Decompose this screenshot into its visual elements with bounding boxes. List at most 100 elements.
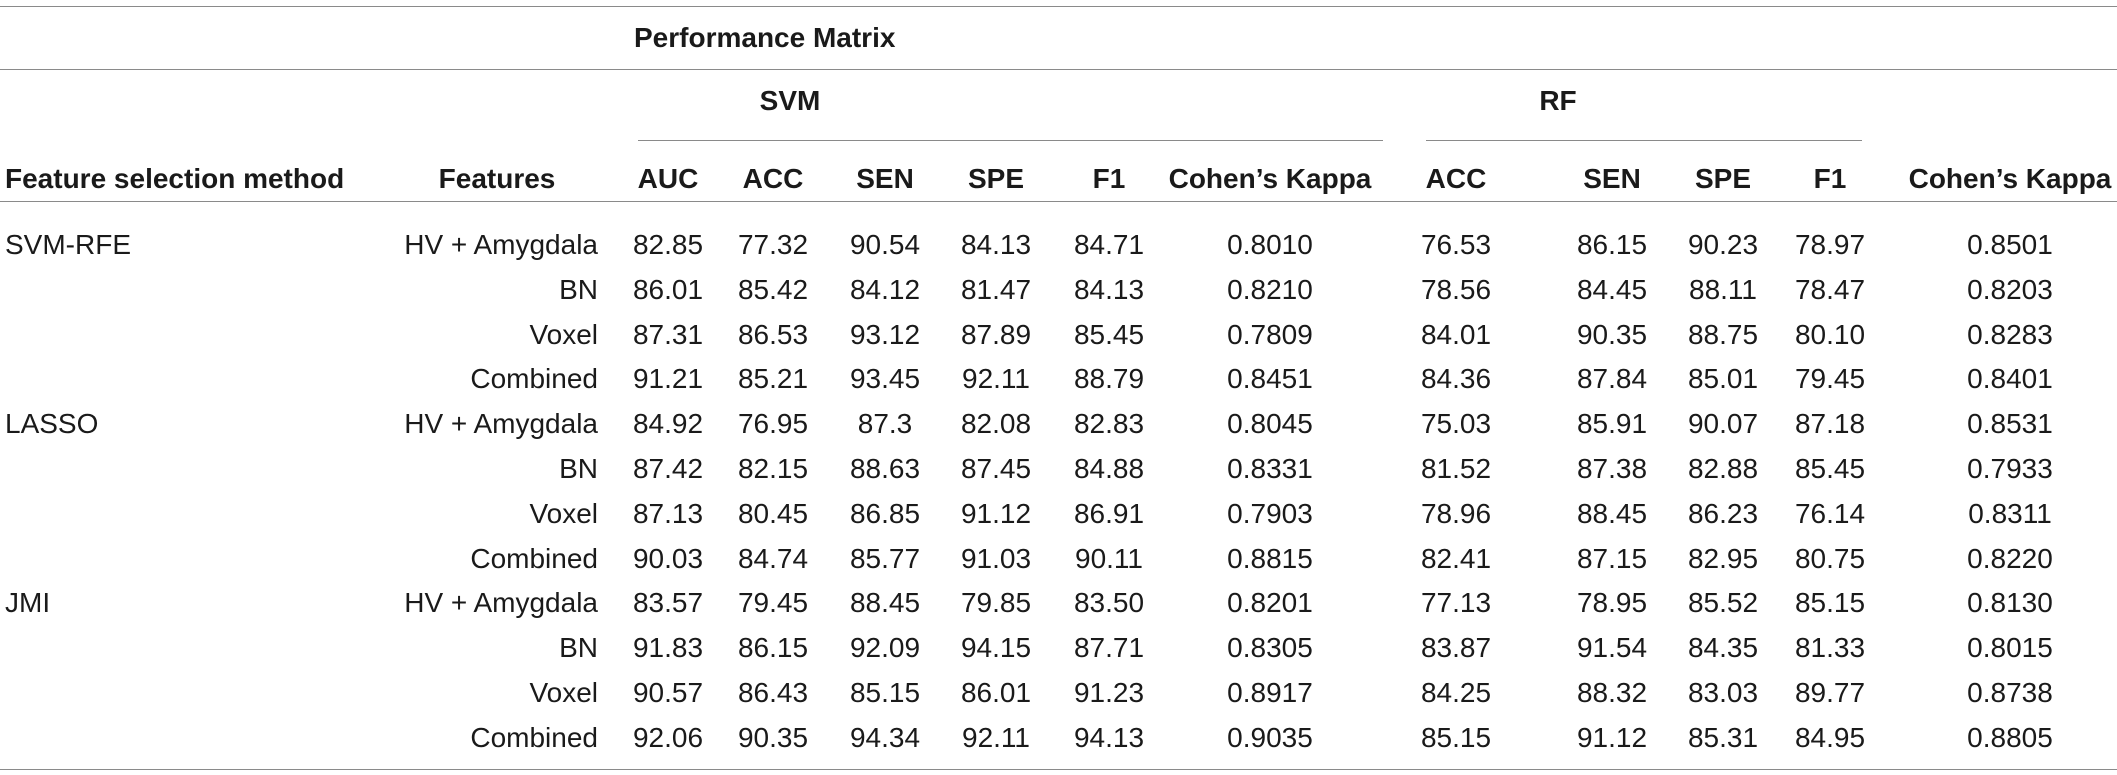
- rf-value-cell: 78.96: [1420, 497, 1492, 529]
- col-header-rf-4: Cohen’s Kappa: [1908, 163, 2112, 194]
- feature-cell: Voxel: [529, 318, 599, 350]
- rf-group-rule: [1426, 140, 1862, 141]
- svm-value-cell: 0.7809: [1227, 318, 1313, 350]
- feature-cell: HV + Amygdala: [404, 408, 598, 440]
- rf-value-cell: 0.8130: [1967, 587, 2053, 619]
- rf-value-cell: 86.23: [1687, 497, 1759, 529]
- svm-value-cell: 84.71: [1073, 229, 1145, 260]
- svm-value-cell: 0.9035: [1227, 721, 1313, 753]
- svm-group-header: SVM: [759, 85, 821, 116]
- rf-value-cell: 80.10: [1794, 318, 1866, 350]
- svm-value-cell: 85.42: [737, 273, 809, 305]
- svm-group-rule: [638, 140, 1383, 141]
- svm-value-cell: 90.54: [849, 229, 921, 260]
- svm-value-cell: 92.11: [962, 721, 1030, 753]
- rf-value-cell: 84.95: [1794, 721, 1866, 753]
- rf-value-cell: 88.45: [1576, 497, 1648, 529]
- svm-value-cell: 93.12: [849, 318, 921, 350]
- top-rule: [0, 6, 2117, 7]
- rf-value-cell: 76.53: [1420, 229, 1492, 260]
- rf-value-cell: 81.33: [1794, 632, 1866, 664]
- svm-value-cell: 0.7903: [1227, 497, 1313, 529]
- svm-value-cell: 88.45: [849, 587, 921, 619]
- svm-value-cell: 83.57: [632, 587, 704, 619]
- svm-value-cell: 85.77: [849, 542, 921, 574]
- rf-value-cell: 88.32: [1576, 677, 1648, 708]
- svm-value-cell: 87.89: [960, 318, 1032, 350]
- svm-value-cell: 86.15: [737, 632, 809, 664]
- svm-value-cell: 86.43: [737, 677, 809, 708]
- rf-value-cell: 83.03: [1687, 677, 1759, 708]
- rf-value-cell: 78.56: [1420, 273, 1492, 305]
- rf-value-cell: 0.7933: [1967, 453, 2053, 484]
- svm-value-cell: 86.53: [737, 318, 809, 350]
- col-header-svm-1: ACC: [742, 163, 804, 194]
- rf-value-cell: 0.8531: [1967, 408, 2053, 440]
- col-header-method: Feature selection method: [5, 163, 345, 194]
- svm-value-cell: 94.13: [1073, 721, 1145, 753]
- svm-value-cell: 94.15: [960, 632, 1032, 664]
- rf-value-cell: 90.07: [1687, 408, 1759, 440]
- svm-value-cell: 93.45: [849, 363, 921, 395]
- bottom-rule: [0, 769, 2117, 770]
- svm-value-cell: 79.45: [737, 587, 809, 619]
- svm-value-cell: 92.11: [962, 363, 1030, 395]
- rf-value-cell: 76.14: [1794, 497, 1866, 529]
- svm-value-cell: 94.34: [849, 721, 921, 753]
- svm-value-cell: 0.8305: [1227, 632, 1313, 664]
- svm-value-cell: 0.8451: [1227, 363, 1313, 395]
- rf-value-cell: 85.52: [1687, 587, 1759, 619]
- svm-value-cell: 82.83: [1073, 408, 1145, 440]
- feature-cell: Combined: [470, 363, 598, 395]
- rf-value-cell: 85.91: [1576, 408, 1648, 440]
- svm-value-cell: 86.85: [849, 497, 921, 529]
- svm-value-cell: 84.13: [960, 229, 1032, 260]
- svm-value-cell: 87.31: [632, 318, 704, 350]
- col-header-rf-3: F1: [1813, 163, 1847, 194]
- svm-value-cell: 90.11: [1075, 542, 1143, 574]
- svm-value-cell: 87.45: [960, 453, 1032, 484]
- svm-value-cell: 82.85: [632, 229, 704, 260]
- rf-value-cell: 84.01: [1420, 318, 1492, 350]
- svm-value-cell: 0.8815: [1227, 542, 1313, 574]
- col-header-rf-2: SPE: [1694, 163, 1752, 194]
- rf-value-cell: 84.45: [1576, 273, 1648, 305]
- rf-value-cell: 0.8311: [1968, 497, 2052, 529]
- svm-value-cell: 82.15: [737, 453, 809, 484]
- rf-value-cell: 0.8015: [1967, 632, 2053, 664]
- rf-value-cell: 75.03: [1420, 408, 1492, 440]
- rf-value-cell: 82.88: [1687, 453, 1759, 484]
- feature-cell: Combined: [470, 721, 598, 753]
- rf-value-cell: 78.97: [1794, 229, 1866, 260]
- rf-value-cell: 82.95: [1687, 542, 1759, 574]
- feature-cell: BN: [559, 273, 598, 305]
- svm-value-cell: 84.88: [1073, 453, 1145, 484]
- svm-value-cell: 86.01: [960, 677, 1032, 708]
- rf-value-cell: 87.18: [1794, 408, 1866, 440]
- col-header-rf-0: ACC: [1425, 163, 1487, 194]
- rf-value-cell: 87.84: [1576, 363, 1648, 395]
- svm-value-cell: 87.71: [1073, 632, 1145, 664]
- svm-value-cell: 90.57: [632, 677, 704, 708]
- rf-value-cell: 0.8805: [1967, 721, 2053, 753]
- svm-value-cell: 86.91: [1073, 497, 1145, 529]
- method-cell: SVM-RFE: [5, 229, 131, 260]
- svm-value-cell: 84.92: [632, 408, 704, 440]
- rf-value-cell: 85.15: [1794, 587, 1866, 619]
- rf-value-cell: 85.31: [1687, 721, 1759, 753]
- svm-value-cell: 80.45: [737, 497, 809, 529]
- rf-value-cell: 80.75: [1794, 542, 1866, 574]
- svm-value-cell: 91.23: [1073, 677, 1145, 708]
- rf-value-cell: 87.15: [1576, 542, 1648, 574]
- svm-value-cell: 87.42: [632, 453, 704, 484]
- method-cell: JMI: [5, 587, 51, 619]
- rf-value-cell: 0.8501: [1967, 229, 2053, 260]
- col-header-rf-1: SEN: [1583, 163, 1641, 194]
- svm-value-cell: 0.8210: [1227, 273, 1313, 305]
- svm-value-cell: 87.3: [857, 408, 913, 440]
- rf-value-cell: 88.75: [1687, 318, 1759, 350]
- table-super-title: Performance Matrix: [634, 22, 896, 53]
- svm-value-cell: 85.21: [737, 363, 809, 395]
- rf-value-cell: 89.77: [1794, 677, 1866, 708]
- svm-value-cell: 82.08: [960, 408, 1032, 440]
